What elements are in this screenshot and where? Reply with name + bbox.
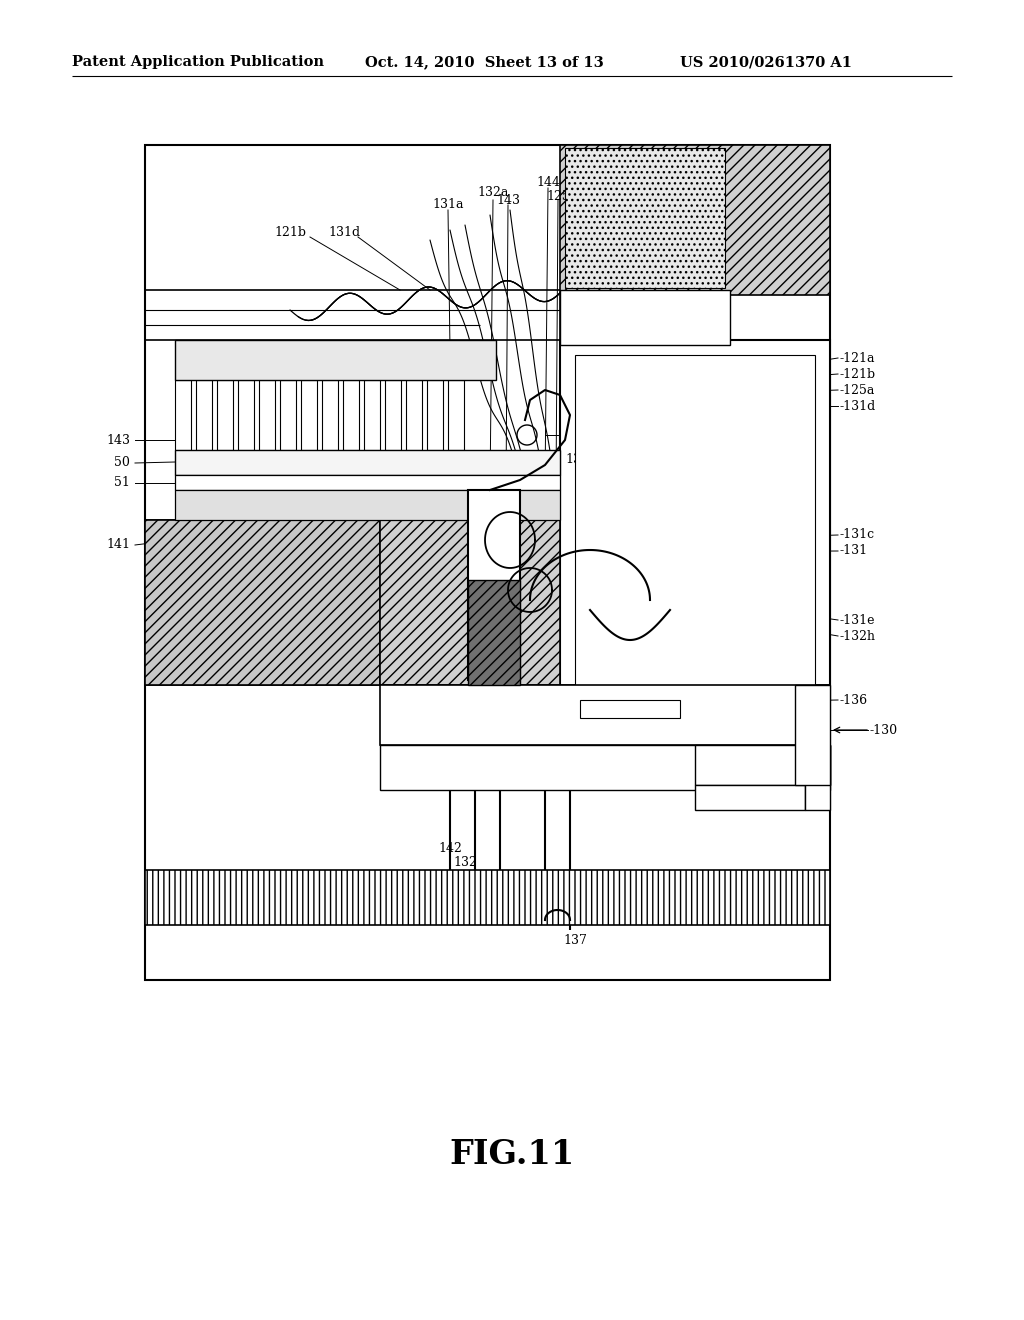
Bar [145,145,830,979]
Text: -131d: -131d [840,400,877,412]
Bar [385,380,401,450]
Bar [343,380,359,450]
Polygon shape [145,520,380,685]
Text: Oct. 14, 2010  Sheet 13 of 13: Oct. 14, 2010 Sheet 13 of 13 [365,55,604,69]
Text: 52: 52 [287,491,303,503]
Bar [259,380,275,450]
Bar [580,700,680,718]
Bar [560,341,830,700]
Bar [175,490,560,520]
Text: -131: -131 [840,544,868,557]
Text: 132g: 132g [565,454,597,466]
Bar [301,380,317,450]
Text: 50: 50 [114,457,130,470]
Text: 131a: 131a [432,198,464,211]
Polygon shape [468,579,520,685]
Bar [175,380,191,450]
Text: FIG.11: FIG.11 [450,1138,574,1172]
Text: US 2010/0261370 A1: US 2010/0261370 A1 [680,55,852,69]
Bar [560,290,730,345]
Text: -136: -136 [840,693,868,706]
Text: 143: 143 [496,194,520,206]
Text: 51: 51 [114,477,130,490]
Text: Patent Application Publication: Patent Application Publication [72,55,324,69]
Bar [795,685,830,785]
Bar [565,148,725,288]
Bar [175,341,496,380]
Bar [380,520,560,685]
Bar [364,380,380,450]
Text: -131e: -131e [840,614,876,627]
Text: -121b: -121b [840,367,877,380]
Bar [196,380,212,450]
Text: 141: 141 [106,539,130,552]
Text: -130: -130 [870,723,898,737]
Polygon shape [468,490,520,680]
Bar [695,785,805,810]
Text: 131b: 131b [575,429,607,441]
Bar [449,380,464,450]
Text: 121b: 121b [274,226,306,239]
Bar [217,380,233,450]
Bar [560,685,830,785]
Bar [238,380,254,450]
Bar [175,450,560,475]
Bar [427,380,443,450]
Text: 143: 143 [106,433,130,446]
Text: -125a: -125a [840,384,876,396]
Text: 131d: 131d [329,226,361,239]
Text: 137: 137 [563,933,587,946]
Bar [805,744,830,810]
Bar [145,870,830,925]
Text: -132h: -132h [840,630,876,643]
Text: 132a: 132a [477,186,509,198]
Text: 132: 132 [453,855,477,869]
Bar [380,744,830,789]
Text: -121a: -121a [840,351,876,364]
Text: 144: 144 [536,176,560,189]
Bar [575,355,815,696]
Bar [406,380,422,450]
Bar [322,380,338,450]
Bar [280,380,296,450]
Bar [175,475,560,490]
Polygon shape [560,145,830,341]
Text: 125: 125 [546,190,570,202]
Bar [695,744,830,785]
Text: 142: 142 [438,842,462,854]
Bar [380,685,830,744]
Text: -131c: -131c [840,528,876,541]
